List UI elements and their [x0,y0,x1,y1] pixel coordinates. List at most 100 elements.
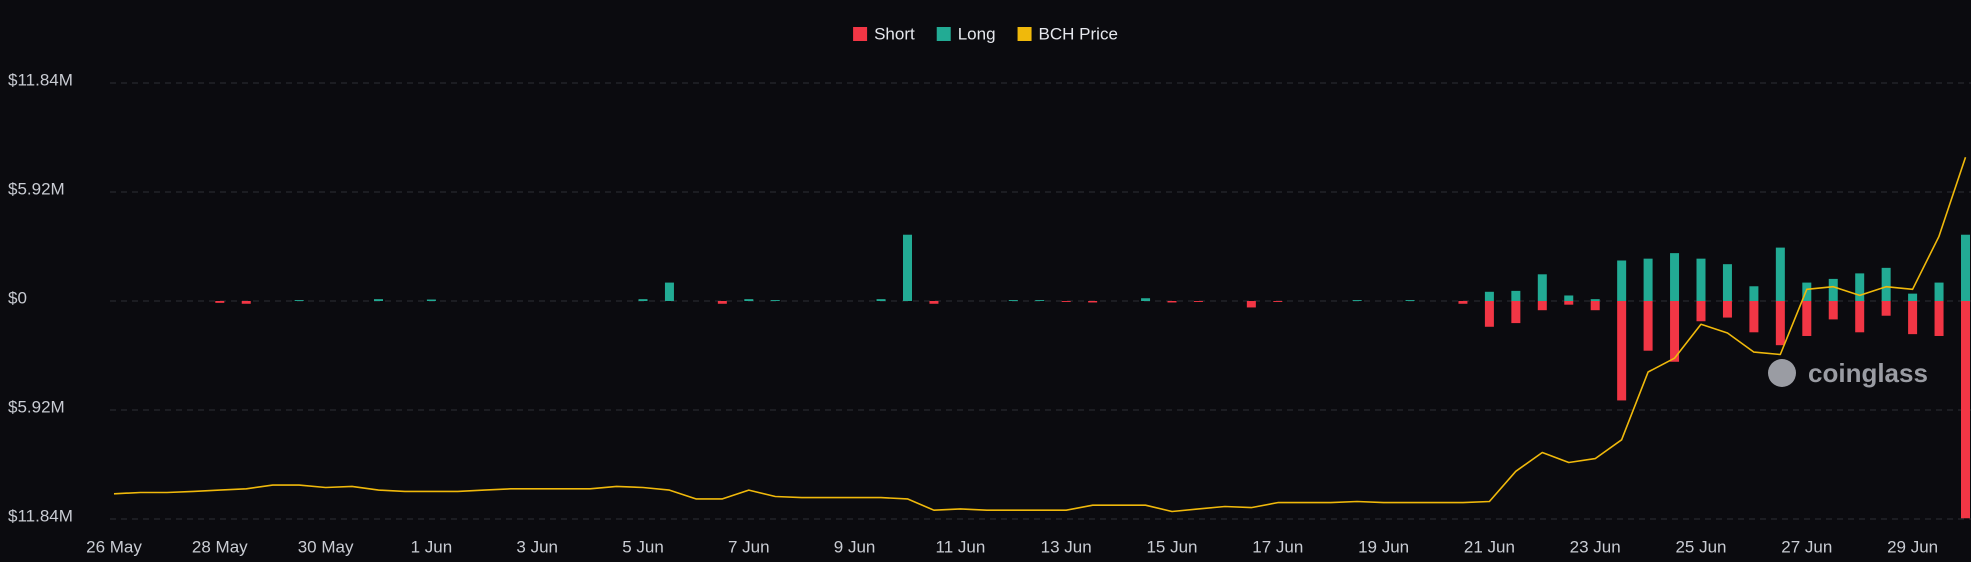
x-tick-label: 25 Jun [1675,537,1726,556]
bar [1961,301,1970,519]
bar [1696,258,1706,301]
y-tick-label: $11.84M [8,506,73,525]
x-tick-label: 23 Jun [1570,537,1621,556]
x-tick-label: 1 Jun [411,537,453,556]
x-tick-label: 13 Jun [1041,537,1092,556]
x-tick-label: 15 Jun [1146,537,1197,556]
bar [1855,301,1865,333]
y-tick-label: $5.92M [8,397,65,416]
legend: Short Long BCH Price [853,24,1118,43]
legend-swatch [936,27,951,41]
legend-swatch [853,27,868,41]
bar [1167,301,1177,303]
bar [717,301,727,304]
x-tick-label: 28 May [192,537,248,556]
bar [1775,247,1785,301]
bar [1961,234,1970,301]
bar [1590,301,1600,311]
bar [1458,301,1468,304]
bar [1405,300,1415,301]
x-tick-label: 26 May [86,537,142,556]
bar [374,299,383,301]
bar [1908,293,1918,301]
watermark: coinglass [1768,358,1928,388]
bar [1828,301,1838,320]
bar [1802,282,1812,301]
price-line [113,157,1967,513]
bar [744,299,754,301]
y-tick-label: $5.92M [8,179,65,198]
x-tick-label: 19 Jun [1358,537,1409,556]
x-tick-label: 17 Jun [1252,537,1303,556]
legend-item: Short [853,24,915,43]
bar [241,301,251,304]
bar [770,300,780,301]
x-tick-label: 30 May [298,537,354,556]
bar [929,301,939,304]
bar [1617,260,1627,301]
bar [1670,253,1680,301]
bar [1670,301,1680,362]
bar [1511,290,1521,301]
bar [1246,301,1256,308]
bar [1141,298,1151,301]
x-tick-label: 9 Jun [834,537,876,556]
bar [1696,301,1706,322]
bar [1908,301,1918,335]
bar [1749,301,1759,333]
bar [1035,300,1045,301]
x-tick-label: 27 Jun [1781,537,1832,556]
bar [638,299,648,301]
bar [876,299,886,301]
x-tick-label: 11 Jun [936,537,986,556]
bar [1564,295,1574,301]
bar [664,282,674,301]
legend-label: Long [958,24,996,43]
bar [1484,291,1494,301]
bar [1749,286,1759,301]
x-tick-label: 21 Jun [1464,537,1515,556]
bar [1590,299,1600,301]
legend-item: BCH Price [1017,24,1118,43]
bar [1537,301,1547,311]
bar [215,301,225,303]
bar [1722,264,1732,301]
bar [1722,301,1732,318]
bar [1643,301,1653,351]
bar [1484,301,1494,327]
legend-label: BCH Price [1039,24,1118,43]
bar [1934,301,1944,336]
x-tick-label: 3 Jun [516,537,558,556]
legend-item: Long [936,24,996,43]
y-tick-label: $0 [8,288,27,307]
bar [294,300,304,301]
x-tick-label: 5 Jun [622,537,664,556]
bar [1643,258,1653,301]
bar [1537,274,1547,301]
legend-swatch [1017,27,1032,41]
bar [1193,301,1203,302]
bar [426,299,436,301]
x-tick-label: 7 Jun [728,537,770,556]
bar [1564,301,1574,305]
bar [1088,301,1098,303]
y-tick-label: $11.84M [8,70,73,89]
bar [1775,301,1785,346]
watermark-text: coinglass [1808,358,1928,388]
bar [1008,300,1018,301]
bar [1273,301,1283,302]
bar [1061,301,1071,302]
bar [1881,301,1891,316]
bar [903,234,912,301]
bar [1855,273,1865,301]
bar [1828,278,1838,301]
bar [1802,301,1812,336]
bar [1511,301,1521,324]
bar [1352,300,1362,301]
watermark-logo [1768,359,1796,387]
bar [1881,267,1891,301]
bar [1934,282,1944,301]
